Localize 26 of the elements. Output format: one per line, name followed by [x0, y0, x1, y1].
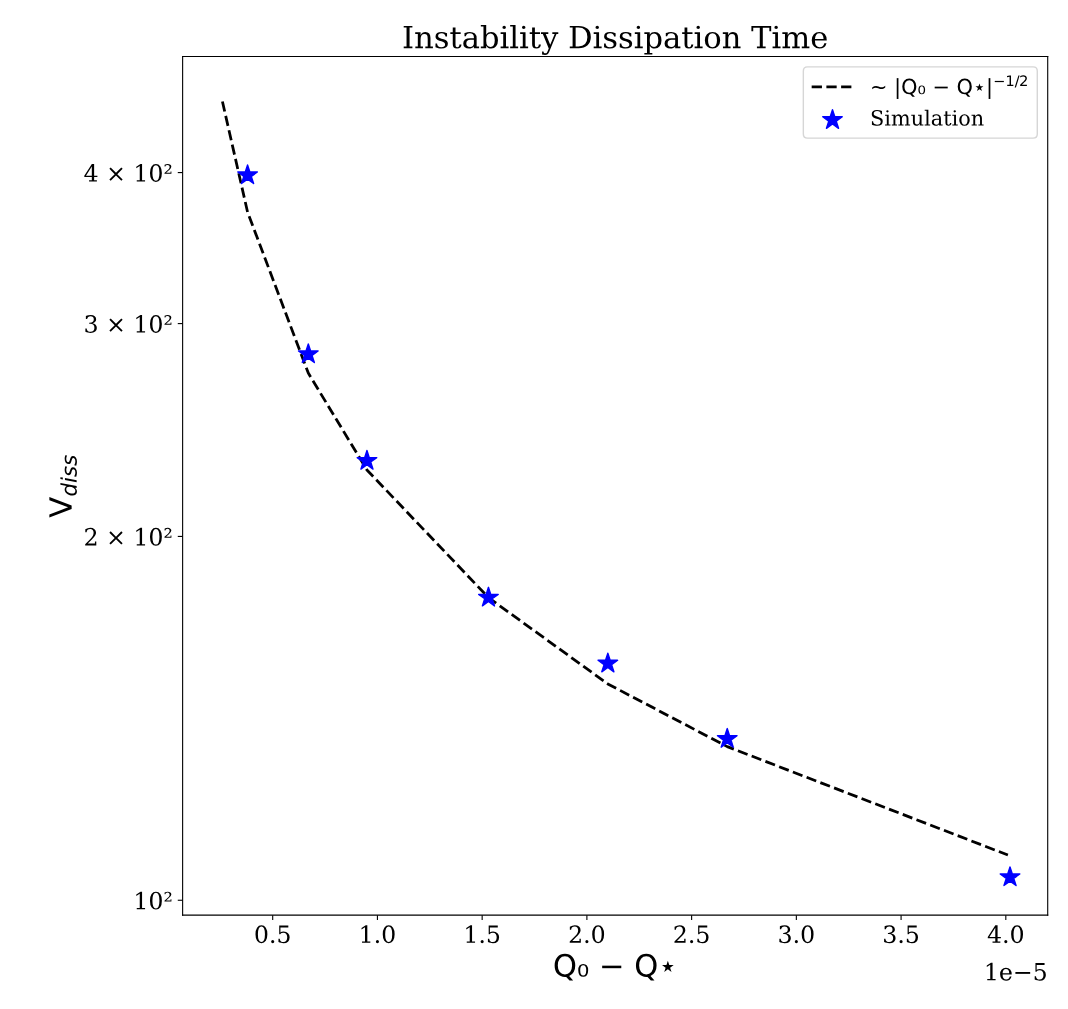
- x-tick-label: 4.0: [987, 925, 1024, 944]
- text: 1e−5: [986, 962, 1046, 981]
- x-tick-label: 1.5: [466, 925, 500, 944]
- point: [999, 866, 1021, 887]
- y-axis-title: V$_{diss}$: [49, 455, 77, 518]
- point: [477, 586, 499, 607]
- point: [356, 449, 378, 470]
- x-tick-label: 2.0: [569, 925, 605, 944]
- x-axis-title: Q₀ − Q⋆: [554, 953, 674, 981]
- legend-label: ∼ |Q₀ − Q⋆|$^{−1/2}$: [872, 75, 1027, 99]
- x-tick-label: 1.0: [361, 925, 395, 944]
- point: [237, 164, 259, 185]
- y-tick-label: 4 × 10²: [84, 164, 172, 182]
- x-tick-label: 3.5: [884, 925, 919, 944]
- point: [297, 343, 319, 364]
- x-tick-label: 2.5: [674, 925, 709, 944]
- y-tick-label: 2 × 10²: [85, 527, 172, 546]
- y-tick-label: 3 × 10²: [85, 315, 172, 333]
- x-tick-label: 3.0: [779, 925, 814, 944]
- legend-label: Simulation: [871, 109, 984, 126]
- x-tick-label: 0.5: [255, 925, 290, 944]
- line-series: [221, 100, 1010, 857]
- y-tick-label: 10²: [136, 891, 172, 910]
- chart-title: Instability Dissipation Time: [403, 24, 827, 55]
- point: [716, 727, 738, 748]
- point: [597, 652, 619, 673]
